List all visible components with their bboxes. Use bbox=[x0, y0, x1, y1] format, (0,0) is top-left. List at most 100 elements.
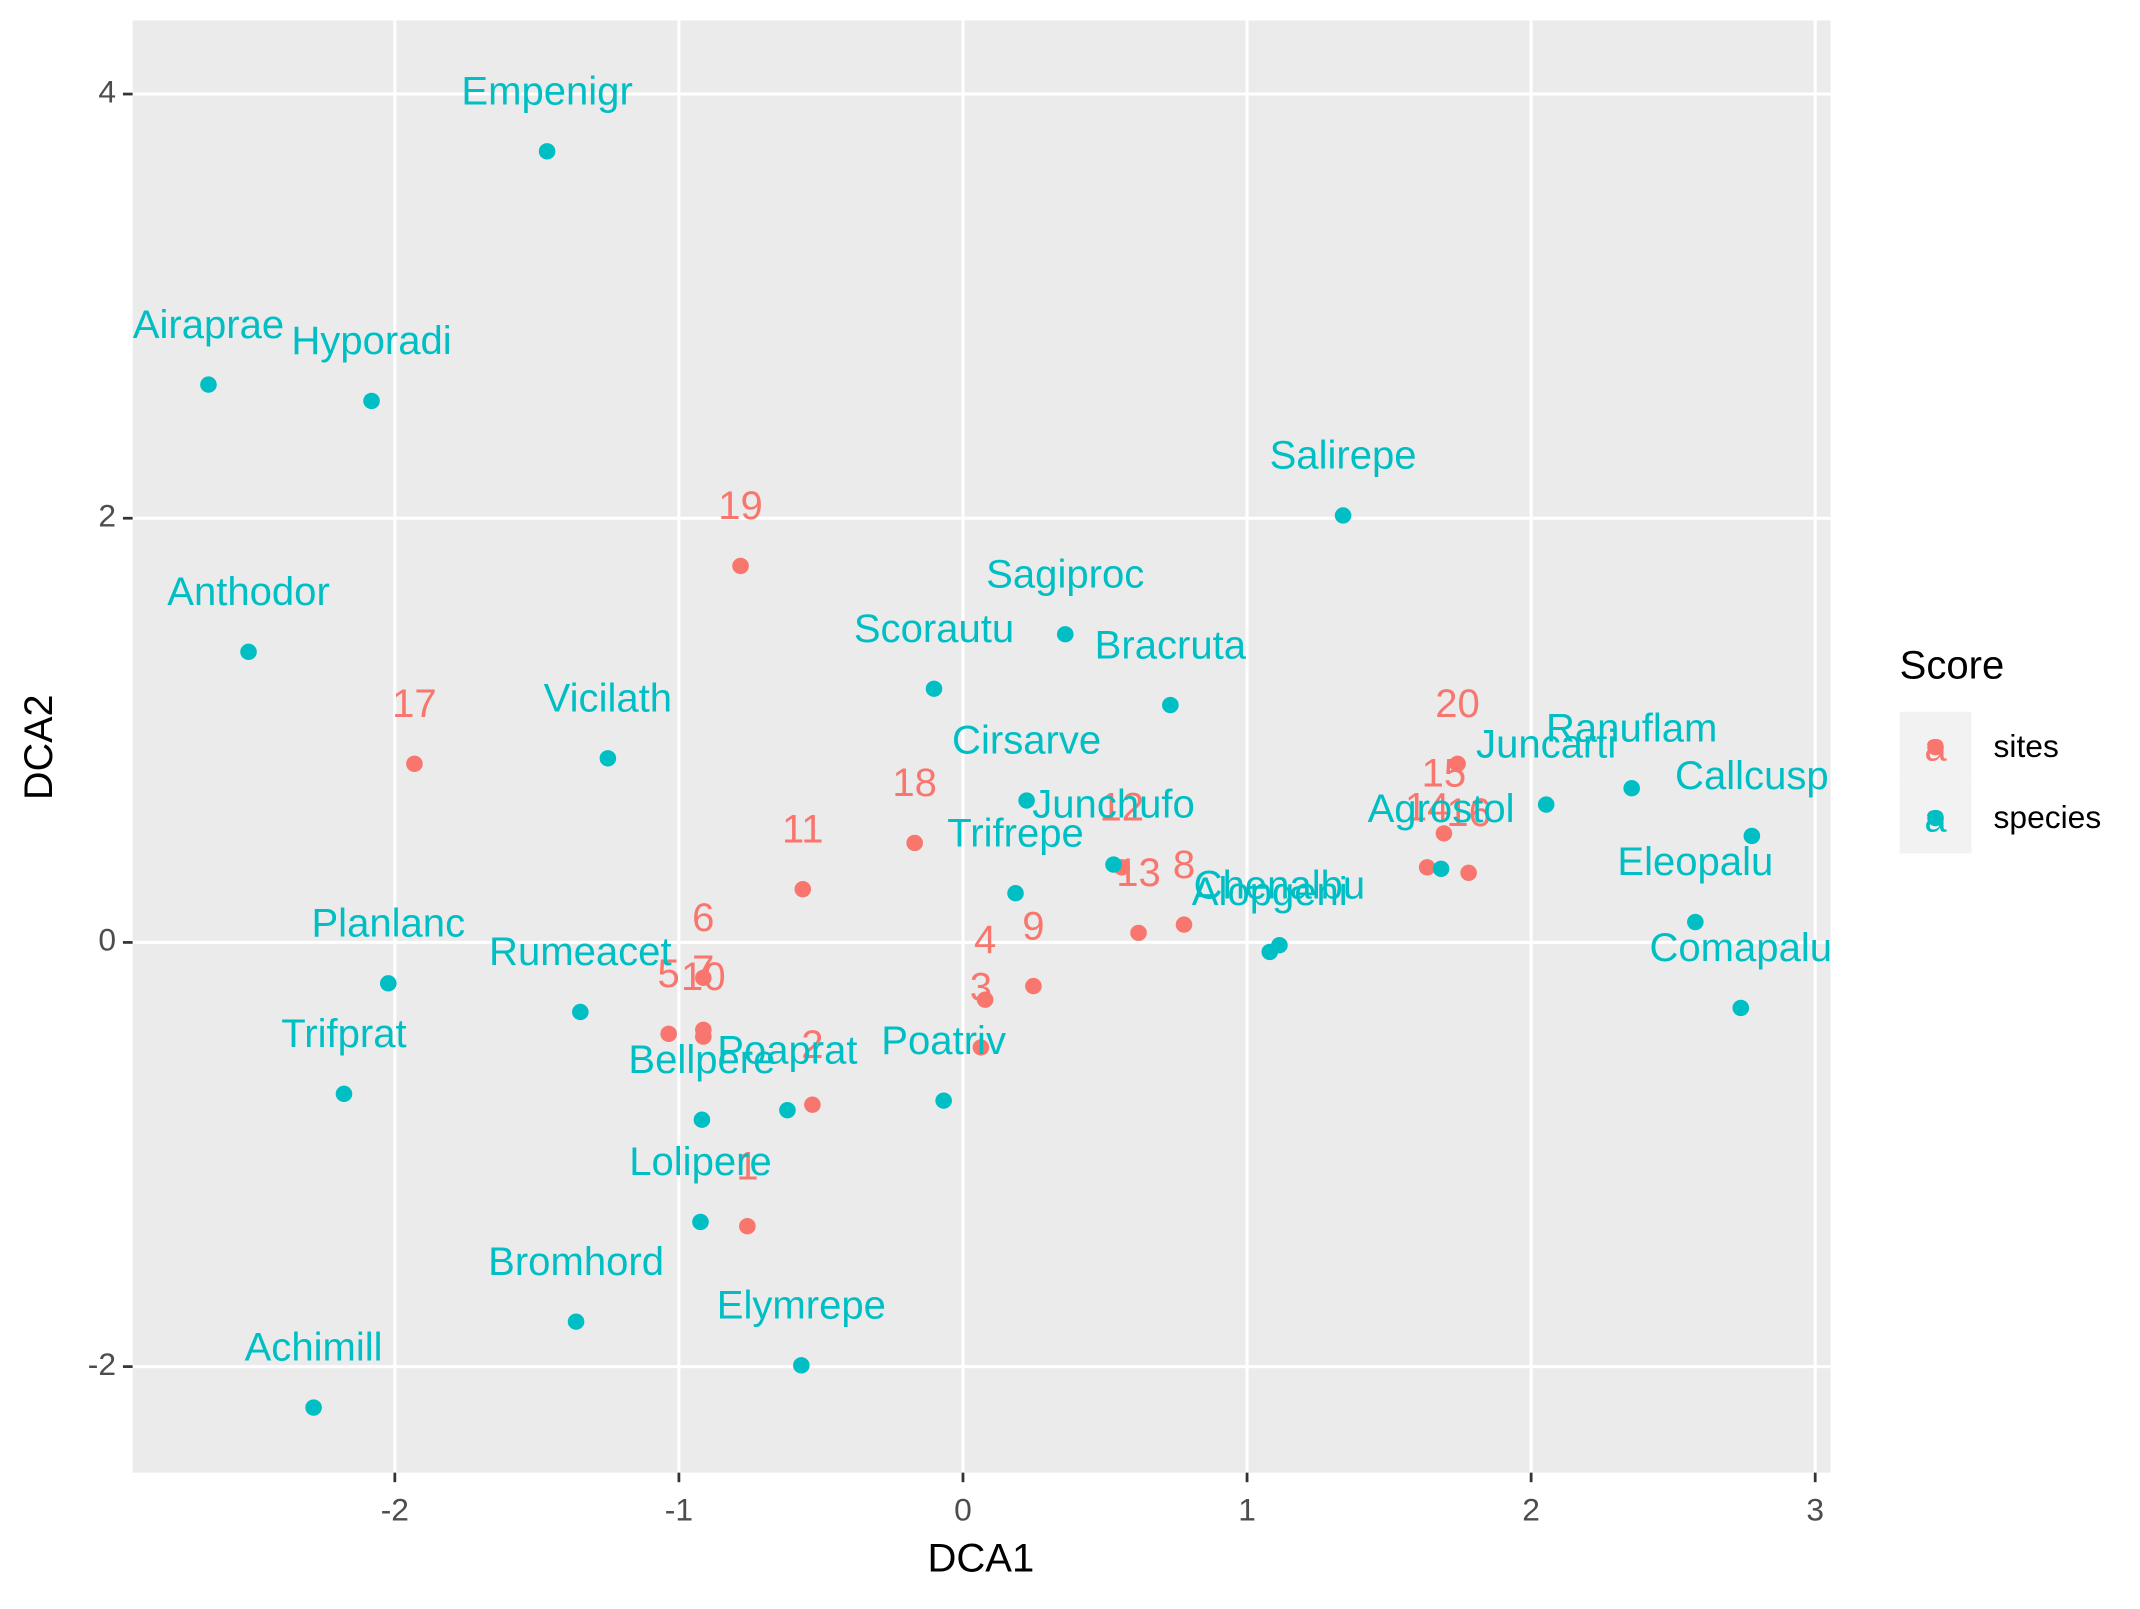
y-tick-label: 0 bbox=[98, 922, 116, 958]
point-label: Poaprat bbox=[717, 1029, 857, 1073]
point-label: 1 bbox=[736, 1145, 758, 1189]
point bbox=[660, 1025, 677, 1043]
point bbox=[305, 1399, 322, 1416]
point bbox=[1175, 916, 1193, 933]
point-label: 6 bbox=[692, 896, 714, 940]
point bbox=[793, 1357, 810, 1374]
point-label: Scorautu bbox=[854, 607, 1014, 651]
point bbox=[1334, 507, 1352, 524]
x-axis-title: DCA1 bbox=[927, 1537, 1034, 1581]
point-label: Rumeacet bbox=[489, 930, 672, 974]
point bbox=[695, 969, 712, 987]
x-tick-label: 1 bbox=[1238, 1492, 1256, 1528]
point bbox=[1432, 860, 1450, 878]
point-label: Juncarti bbox=[1476, 723, 1616, 767]
point-label: 20 bbox=[1435, 682, 1480, 726]
point-label: Hyporadi bbox=[291, 319, 451, 363]
point bbox=[1418, 859, 1436, 876]
point bbox=[935, 1092, 952, 1109]
legend-label: species bbox=[1994, 799, 2102, 835]
point-label: 13 bbox=[1116, 851, 1161, 895]
point-label: Comapalu bbox=[1649, 926, 1832, 970]
point-label: Poatriv bbox=[881, 1019, 1006, 1063]
point bbox=[972, 1039, 990, 1056]
point bbox=[1130, 924, 1147, 942]
legend-key-point bbox=[1927, 809, 1944, 827]
legend: asitesaspecies bbox=[1899, 711, 2102, 854]
point-label: Bromhord bbox=[488, 1240, 664, 1284]
y-axis-title: DCA2 bbox=[17, 694, 61, 799]
point-label: Lolipere bbox=[629, 1140, 772, 1184]
point-label: Bellpere bbox=[628, 1038, 775, 1082]
point-label: 5 bbox=[658, 952, 680, 996]
point-label: 9 bbox=[1022, 905, 1044, 949]
point-label: 10 bbox=[681, 955, 726, 999]
point-label: Elymrepe bbox=[717, 1284, 886, 1328]
point bbox=[380, 975, 397, 992]
y-tick-label: 4 bbox=[98, 74, 116, 110]
point bbox=[1732, 999, 1750, 1017]
point-label: Agrostol bbox=[1368, 787, 1515, 831]
point-label: 16 bbox=[1446, 791, 1491, 835]
point-label: 4 bbox=[974, 918, 996, 962]
point bbox=[695, 1028, 712, 1045]
y-tick-label: 2 bbox=[98, 498, 116, 534]
point bbox=[1162, 696, 1179, 714]
point bbox=[240, 643, 257, 661]
point-label: Empenigr bbox=[461, 70, 632, 114]
x-tick-label: 0 bbox=[954, 1492, 972, 1528]
legend-key-point bbox=[1927, 739, 1944, 756]
point bbox=[906, 834, 923, 852]
point bbox=[693, 1111, 711, 1128]
point bbox=[1435, 825, 1453, 842]
point-label: Sagiproc bbox=[986, 553, 1144, 597]
x-tick-label: -1 bbox=[665, 1492, 693, 1528]
panel-background bbox=[132, 20, 1831, 1473]
point-label: Achimill bbox=[245, 1326, 383, 1370]
point bbox=[739, 1218, 756, 1235]
point-label: 18 bbox=[892, 761, 937, 805]
point bbox=[406, 755, 423, 773]
point bbox=[1687, 913, 1704, 931]
point bbox=[1261, 943, 1279, 961]
point bbox=[567, 1313, 585, 1330]
point bbox=[779, 1101, 796, 1119]
point bbox=[732, 557, 749, 575]
point-label: 2 bbox=[801, 1023, 823, 1067]
point bbox=[1460, 864, 1477, 882]
point bbox=[794, 880, 812, 898]
point bbox=[692, 1213, 709, 1231]
point-label: Planlanc bbox=[311, 902, 465, 946]
point bbox=[1025, 977, 1042, 995]
point-label: 12 bbox=[1099, 786, 1144, 830]
x-tick-label: -2 bbox=[381, 1492, 409, 1528]
point-label: 3 bbox=[970, 966, 992, 1010]
point-label: Trifrepe bbox=[947, 812, 1084, 856]
point-label: 8 bbox=[1173, 843, 1195, 887]
point-label: Trifprat bbox=[281, 1012, 406, 1056]
point bbox=[925, 680, 943, 697]
point bbox=[335, 1085, 353, 1103]
point-label: Chenalbu bbox=[1194, 864, 1366, 908]
point-label: Callcusp bbox=[1675, 754, 1829, 798]
point-label: Vicilath bbox=[544, 677, 672, 721]
point bbox=[363, 392, 380, 410]
point-label: 11 bbox=[782, 808, 824, 852]
point-label: Bracruta bbox=[1095, 623, 1247, 667]
point bbox=[538, 143, 556, 160]
point bbox=[804, 1096, 821, 1113]
point-label: Salirepe bbox=[1270, 434, 1417, 478]
point-label: Ranuflam bbox=[1546, 707, 1717, 751]
point bbox=[200, 376, 217, 393]
point bbox=[1743, 827, 1761, 845]
grid bbox=[132, 20, 1831, 1473]
point bbox=[1007, 885, 1024, 902]
point bbox=[1449, 755, 1466, 773]
point bbox=[1105, 856, 1122, 873]
point bbox=[572, 1003, 589, 1021]
point-label: 17 bbox=[392, 682, 437, 726]
y-tick-label: -2 bbox=[88, 1346, 116, 1382]
